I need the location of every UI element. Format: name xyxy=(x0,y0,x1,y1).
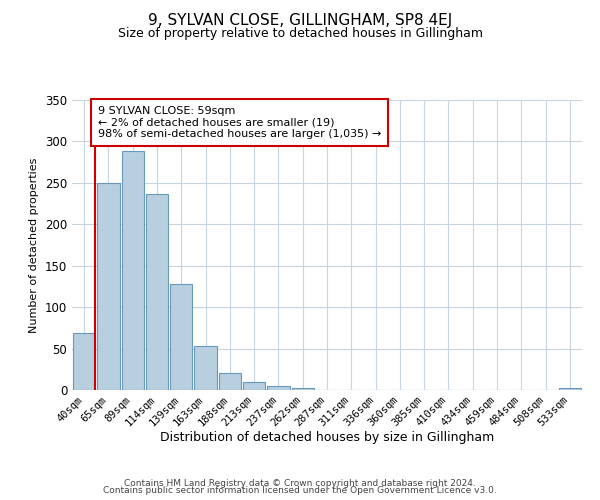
Bar xyxy=(194,346,217,390)
Bar xyxy=(559,388,581,390)
Bar xyxy=(122,152,144,390)
Text: Contains HM Land Registry data © Crown copyright and database right 2024.: Contains HM Land Registry data © Crown c… xyxy=(124,478,476,488)
Bar xyxy=(170,284,193,390)
Bar xyxy=(146,194,168,390)
Bar xyxy=(292,388,314,390)
Bar xyxy=(97,183,119,390)
Text: 9, SYLVAN CLOSE, GILLINGHAM, SP8 4EJ: 9, SYLVAN CLOSE, GILLINGHAM, SP8 4EJ xyxy=(148,12,452,28)
Y-axis label: Number of detached properties: Number of detached properties xyxy=(29,158,40,332)
Bar xyxy=(73,333,95,390)
Bar xyxy=(267,386,290,390)
Text: Contains public sector information licensed under the Open Government Licence v3: Contains public sector information licen… xyxy=(103,486,497,495)
Text: Distribution of detached houses by size in Gillingham: Distribution of detached houses by size … xyxy=(160,431,494,444)
Bar xyxy=(243,382,265,390)
Text: 9 SYLVAN CLOSE: 59sqm
← 2% of detached houses are smaller (19)
98% of semi-detac: 9 SYLVAN CLOSE: 59sqm ← 2% of detached h… xyxy=(97,106,381,139)
Bar xyxy=(218,372,241,390)
Text: Size of property relative to detached houses in Gillingham: Size of property relative to detached ho… xyxy=(118,28,482,40)
